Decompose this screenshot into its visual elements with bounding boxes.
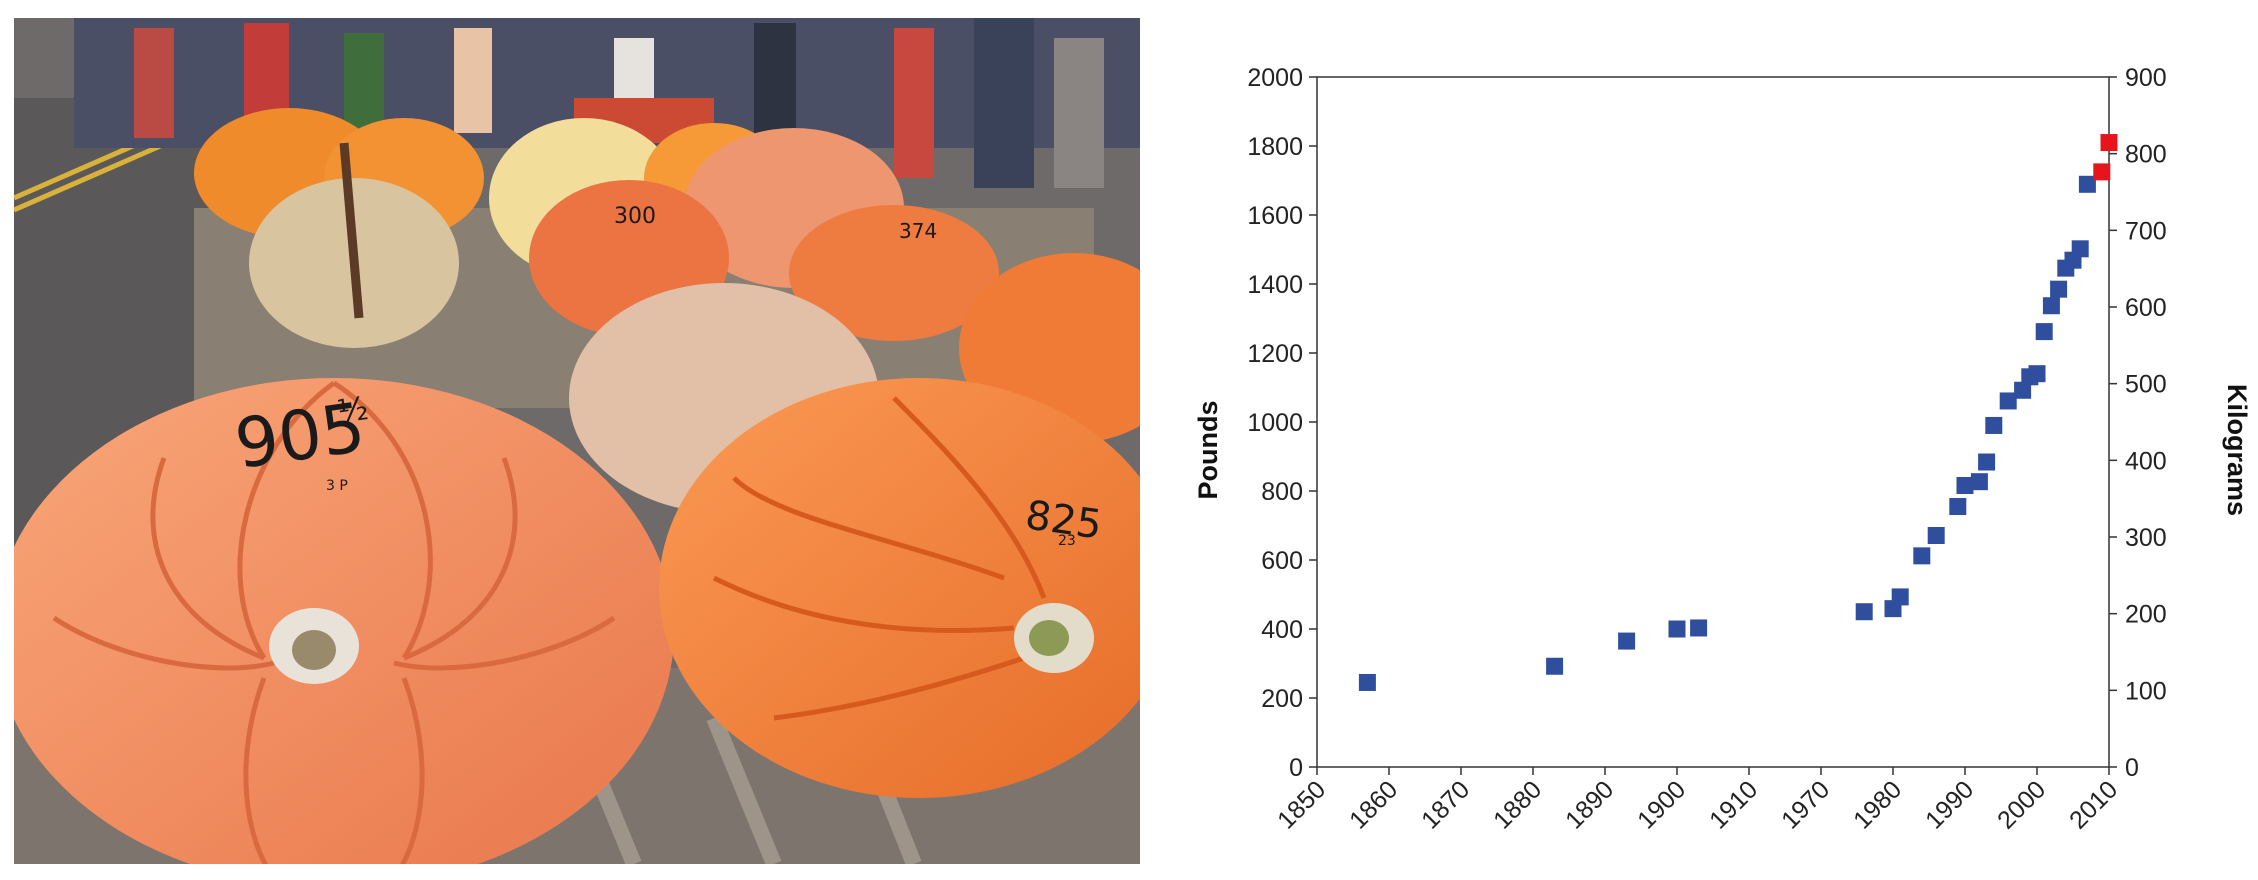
- y2-tick-label: 0: [2125, 754, 2139, 782]
- x-tick-label: 1980: [1848, 775, 1907, 834]
- data-point-blue: [2050, 280, 2068, 298]
- weight-tag-905-sub: 3 P: [326, 478, 348, 494]
- pumpkin-market-photo: 300 374 905 ½ 3 P 825 23: [14, 18, 1140, 864]
- data-point-blue: [1999, 392, 2017, 410]
- y-axis-left-ticks: 0 200 400 600 800 1000 1200 1400 1600 1800 2000: [1247, 64, 1317, 782]
- y-tick-label: 1400: [1247, 271, 1303, 299]
- x-tick-label: 1970: [1776, 775, 1835, 834]
- data-point-blue: [2042, 297, 2060, 315]
- data-point-blue: [1546, 657, 1564, 675]
- x-tick-label: 1860: [1344, 775, 1403, 834]
- data-point-blue: [2014, 381, 2032, 399]
- weight-tag-825: 825: [1023, 492, 1105, 548]
- y2-tick-label: 200: [2125, 601, 2167, 629]
- pumpkin-374: [789, 205, 999, 341]
- data-point-blue: [1956, 476, 1974, 494]
- weight-tag-905-fraction: ½: [335, 389, 371, 431]
- pumpkin-905: 905 ½ 3 P: [14, 378, 674, 864]
- y2-tick-label: 100: [2125, 677, 2167, 705]
- y-tick-label: 0: [1289, 754, 1303, 782]
- y2-tick-label: 800: [2125, 141, 2167, 169]
- y-tick-label: 1600: [1247, 202, 1303, 230]
- svg-text:Kilograms: Kilograms: [2222, 384, 2252, 516]
- data-point-blue: [1668, 620, 1686, 638]
- y2-tick-label: 600: [2125, 294, 2167, 322]
- data-point-blue: [1927, 527, 1945, 545]
- y-tick-label: 1800: [1247, 133, 1303, 161]
- weight-tag-825-sub: 23: [1058, 533, 1076, 549]
- y-tick-label: 600: [1261, 547, 1303, 575]
- x-tick-label: 1910: [1704, 775, 1763, 834]
- y-tick-label: 2000: [1247, 64, 1303, 92]
- data-point-blue: [1855, 603, 1873, 621]
- y-tick-label: 1000: [1247, 409, 1303, 437]
- y2-tick-label: 700: [2125, 217, 2167, 245]
- x-tick-label: 1990: [1920, 775, 1979, 834]
- x-tick-label: 2000: [1992, 775, 2051, 834]
- data-point-blue: [1891, 588, 1909, 606]
- y2-tick-label: 300: [2125, 524, 2167, 552]
- data-point-blue: [1985, 416, 2003, 434]
- x-tick-label: 1880: [1488, 775, 1547, 834]
- y-tick-label: 800: [1261, 478, 1303, 506]
- x-tick-label: 2010: [2064, 775, 2123, 834]
- svg-text:Pounds: Pounds: [1193, 401, 1223, 500]
- data-point-blue: [1618, 632, 1636, 650]
- data-point-blue: [1690, 619, 1708, 637]
- data-point-blue: [2071, 240, 2089, 258]
- y2-tick-label: 900: [2125, 64, 2167, 92]
- y-tick-label: 400: [1261, 616, 1303, 644]
- data-point-red: [2093, 163, 2111, 181]
- y-axis-left-title: Pounds: [1193, 401, 1223, 500]
- data-point-red: [2100, 134, 2118, 152]
- pumpkin-825: 825 23: [659, 378, 1140, 798]
- data-point-blue: [2028, 365, 2046, 383]
- plot-area: [1316, 76, 2110, 768]
- data-point-blue: [2035, 323, 2053, 341]
- data-point-blue: [1949, 498, 1967, 516]
- y2-tick-label: 400: [2125, 447, 2167, 475]
- x-tick-label: 1900: [1632, 775, 1691, 834]
- y-tick-label: 200: [1261, 685, 1303, 713]
- pumpkin-weight-chart: Pounds Kilograms 02004006008001000120014…: [1193, 64, 2252, 835]
- weight-tag-374: 374: [899, 219, 937, 243]
- data-points: [1358, 134, 2118, 691]
- y-tick-label: 1200: [1247, 340, 1303, 368]
- data-point-blue: [1978, 453, 1996, 471]
- x-axis-ticks: 1850 1860 1870 1880 1890 1900 1910 1970 1980 1990…: [1272, 767, 2123, 835]
- weight-tag-905: 905: [230, 389, 370, 485]
- x-tick-label: 1890: [1560, 775, 1619, 834]
- x-tick-label: 1870: [1416, 775, 1475, 834]
- data-point-blue: [2078, 175, 2096, 193]
- data-point-blue: [1970, 473, 1988, 491]
- x-tick-label: 1850: [1272, 775, 1331, 834]
- y-axis-right-ticks: 0 100 200 300 400 500 600 700 800 900: [2109, 64, 2167, 782]
- y-axis-right-title: Kilograms: [2222, 384, 2252, 516]
- y2-tick-label: 500: [2125, 371, 2167, 399]
- data-point-blue: [1358, 673, 1376, 691]
- data-point-blue: [1913, 547, 1931, 565]
- weight-tag-300: 300: [614, 204, 656, 229]
